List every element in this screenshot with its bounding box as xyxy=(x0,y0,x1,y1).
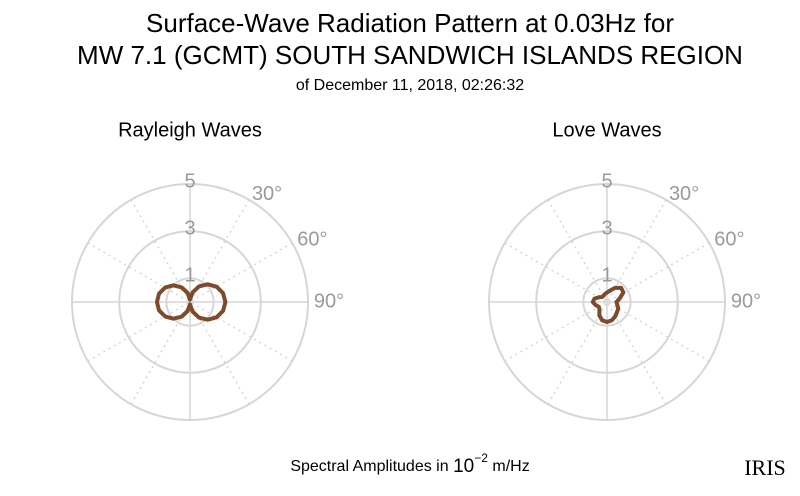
grid-circle xyxy=(118,230,262,374)
panel-title: Love Waves xyxy=(552,119,661,141)
caption-exponent: −2 xyxy=(474,451,488,465)
theta-tick-label: 90° xyxy=(314,290,344,312)
caption-unit: m/Hz xyxy=(492,458,529,475)
theta-tick-label: 30° xyxy=(252,183,282,205)
grid-circle xyxy=(71,183,309,421)
pattern-curve xyxy=(590,285,626,325)
grid-circle xyxy=(582,277,632,327)
grid-circle xyxy=(165,277,215,327)
grid-circle xyxy=(535,230,679,374)
r-tick-label: 1 xyxy=(184,265,195,287)
r-tick-label: 3 xyxy=(601,217,612,239)
r-tick-label: 5 xyxy=(601,170,612,192)
caption-text: Spectral Amplitudes in xyxy=(290,458,448,475)
title-line: Surface-Wave Radiation Pattern at 0.03Hz… xyxy=(146,8,674,38)
theta-tick-label: 60° xyxy=(297,228,327,250)
r-tick-label: 3 xyxy=(184,217,195,239)
r-tick-label: 1 xyxy=(601,265,612,287)
theta-tick-label: 90° xyxy=(731,290,761,312)
theta-tick-label: 30° xyxy=(669,183,699,205)
caption-base: 10 xyxy=(453,456,474,477)
subtitle: of December 11, 2018, 02:26:32 xyxy=(296,77,524,94)
pattern-curve xyxy=(154,282,228,322)
caption: Spectral Amplitudes in 10−2 m/Hz xyxy=(290,450,529,477)
r-tick-label: 5 xyxy=(184,170,195,192)
grid-circle xyxy=(488,183,726,421)
theta-tick-label: 60° xyxy=(714,228,744,250)
title-line: MW 7.1 (GCMT) SOUTH SANDWICH ISLANDS REG… xyxy=(77,40,743,70)
logo: IRIS xyxy=(744,455,786,480)
panel-title: Rayleigh Waves xyxy=(118,119,262,141)
